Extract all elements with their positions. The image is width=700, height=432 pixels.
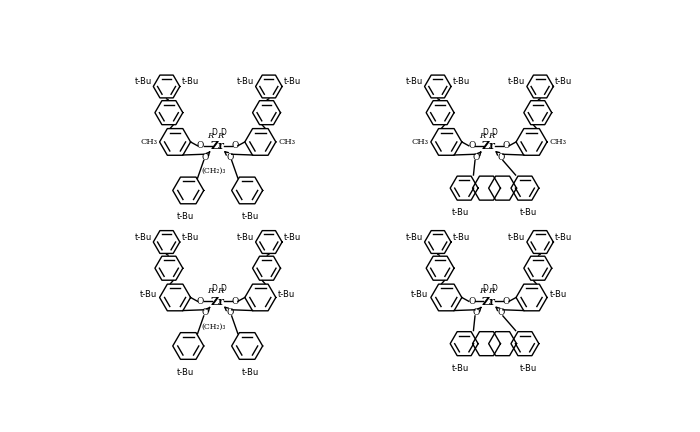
Text: R: R (208, 132, 214, 140)
Text: D: D (220, 128, 226, 137)
Text: t-Bu: t-Bu (412, 290, 428, 299)
Text: t-Bu: t-Bu (237, 233, 254, 242)
Text: t-Bu: t-Bu (453, 233, 470, 242)
Text: O: O (473, 308, 480, 318)
Text: R: R (479, 132, 485, 140)
Text: R: R (208, 287, 214, 295)
Text: O: O (202, 308, 209, 318)
Text: t-Bu: t-Bu (452, 364, 469, 373)
Text: t-Bu: t-Bu (284, 77, 301, 86)
Text: t-Bu: t-Bu (453, 77, 470, 86)
Text: O: O (503, 141, 510, 150)
Text: t-Bu: t-Bu (237, 77, 254, 86)
Text: O: O (226, 308, 234, 318)
Text: O: O (226, 153, 234, 162)
Text: t-Bu: t-Bu (520, 208, 538, 217)
Text: Zr: Zr (482, 140, 496, 151)
Text: t-Bu: t-Bu (241, 212, 259, 221)
Text: D: D (482, 128, 488, 137)
Text: CH₃: CH₃ (278, 138, 295, 146)
Text: t-Bu: t-Bu (555, 77, 572, 86)
Text: D: D (220, 284, 226, 293)
Text: Zr: Zr (211, 296, 225, 307)
Text: t-Bu: t-Bu (406, 77, 423, 86)
Text: R: R (488, 287, 494, 295)
Text: t-Bu: t-Bu (406, 233, 423, 242)
Text: D: D (491, 128, 497, 137)
Text: O: O (231, 141, 239, 150)
Text: t-Bu: t-Bu (241, 368, 259, 377)
Text: Zr: Zr (211, 140, 225, 151)
Text: t-Bu: t-Bu (550, 290, 567, 299)
Text: O: O (498, 308, 505, 318)
Text: (CH₂)₃: (CH₂)₃ (202, 167, 226, 175)
Text: Zr: Zr (482, 296, 496, 307)
Text: D: D (491, 284, 497, 293)
Text: (CH₂)₃: (CH₂)₃ (202, 323, 226, 331)
Text: D: D (482, 284, 488, 293)
Text: t-Bu: t-Bu (181, 77, 199, 86)
Text: D: D (211, 284, 217, 293)
Text: R: R (217, 132, 223, 140)
Text: t-Bu: t-Bu (134, 233, 152, 242)
Text: t-Bu: t-Bu (555, 233, 572, 242)
Text: O: O (468, 297, 475, 306)
Text: t-Bu: t-Bu (520, 364, 538, 373)
Text: t-Bu: t-Bu (134, 77, 152, 86)
Text: t-Bu: t-Bu (278, 290, 295, 299)
Text: CH₃: CH₃ (550, 138, 566, 146)
Text: O: O (473, 153, 480, 162)
Text: O: O (498, 153, 505, 162)
Text: t-Bu: t-Bu (181, 233, 199, 242)
Text: O: O (197, 141, 204, 150)
Text: R: R (479, 287, 485, 295)
Text: t-Bu: t-Bu (508, 77, 525, 86)
Text: CH₃: CH₃ (140, 138, 158, 146)
Text: t-Bu: t-Bu (508, 233, 525, 242)
Text: t-Bu: t-Bu (176, 368, 194, 377)
Text: D: D (211, 128, 217, 137)
Text: O: O (202, 153, 209, 162)
Text: O: O (197, 297, 204, 306)
Text: CH₃: CH₃ (412, 138, 428, 146)
Text: t-Bu: t-Bu (452, 208, 469, 217)
Text: t-Bu: t-Bu (176, 212, 194, 221)
Text: t-Bu: t-Bu (140, 290, 158, 299)
Text: R: R (217, 287, 223, 295)
Text: R: R (488, 132, 494, 140)
Text: O: O (503, 297, 510, 306)
Text: O: O (231, 297, 239, 306)
Text: t-Bu: t-Bu (284, 233, 301, 242)
Text: O: O (468, 141, 475, 150)
